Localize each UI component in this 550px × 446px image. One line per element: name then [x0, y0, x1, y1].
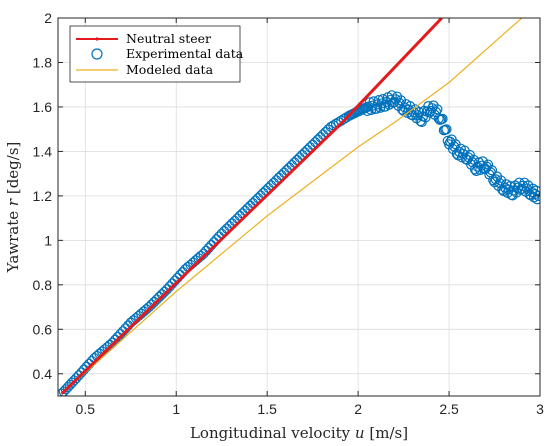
- x-tick-label: 1: [172, 401, 180, 417]
- x-tick-label: 1.5: [257, 401, 277, 417]
- experimental-data-point: [437, 113, 448, 124]
- legend-label-experimental-data: Experimental data: [126, 46, 244, 61]
- y-tick-label: 0.4: [33, 366, 53, 382]
- y-tick-label: 0.8: [33, 277, 53, 293]
- x-tick-label: 2.5: [439, 401, 459, 417]
- legend-label-modeled-data: Modeled data: [126, 62, 214, 77]
- axes-box: [57, 17, 541, 397]
- axis-ticks: 0.5 1 1.5 2 2.5 3 0.4 0.6 0.8 1 1.2 1.4 1.6 1.8 2: [33, 10, 545, 417]
- y-tick-label: 0.6: [33, 321, 53, 337]
- y-tick-label: 2: [44, 10, 52, 26]
- experimental-data-point: [73, 370, 84, 381]
- experimental-data-point: [107, 337, 118, 348]
- legend-label-neutral-steer: Neutral steer: [126, 31, 211, 46]
- experimental-data-point: [363, 101, 374, 112]
- experimental-data-point: [473, 157, 485, 168]
- x-axis-label: Longitudinal velocity u [m/s]: [190, 424, 408, 442]
- legend-swatch-experimental-data: [91, 48, 103, 60]
- y-tick-label: 1.6: [33, 99, 53, 115]
- experimental-data-point: [71, 373, 82, 384]
- experimental-data-point: [372, 99, 383, 110]
- plot-data: [58, 18, 540, 396]
- legend: Neutral steer Experimental data Modeled …: [69, 25, 244, 83]
- y-tick-label: 1: [44, 232, 52, 248]
- plot-series-group: [58, 18, 540, 396]
- legend-marker-neutral-steer: [95, 37, 99, 41]
- experimental-data-point: [364, 97, 375, 108]
- experimental-data-point: [533, 190, 540, 201]
- experimental-data-point: [373, 94, 385, 106]
- neutral-steer-line: [60, 18, 443, 395]
- y-axis-label: Yawrate r [deg/s]: [4, 142, 22, 274]
- experimental-data-point: [110, 334, 121, 345]
- experimental-data-point: [449, 141, 460, 152]
- experimental-data-point: [486, 165, 498, 176]
- x-tick-label: 0.5: [76, 401, 96, 417]
- y-tick-label: 1.4: [33, 143, 53, 159]
- x-tick-label: 2: [354, 401, 362, 417]
- x-tick-label: 3: [536, 401, 544, 417]
- experimental-data-point: [441, 124, 452, 135]
- experimental-data-point: [532, 194, 540, 205]
- legend-box: [69, 25, 241, 83]
- y-tick-label: 1.8: [33, 54, 53, 70]
- y-tick-label: 1.2: [33, 188, 53, 204]
- experimental-data-point: [104, 339, 116, 350]
- modeled-data-line: [61, 18, 523, 395]
